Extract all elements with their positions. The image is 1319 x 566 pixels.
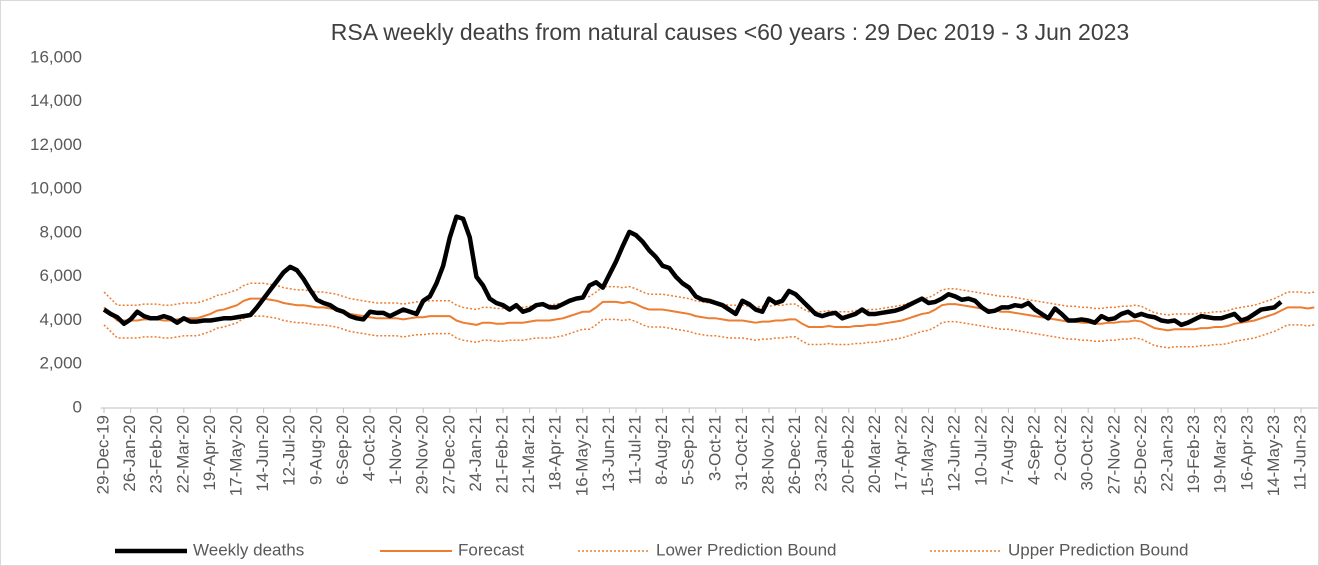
x-tick-label: 19-Feb-23 (1184, 415, 1203, 493)
y-tick-label: 8,000 (39, 222, 82, 241)
x-tick-label: 19-Mar-23 (1211, 415, 1230, 493)
x-tick-label: 23-Jan-22 (812, 415, 831, 492)
x-tick-label: 21-Feb-21 (492, 415, 511, 493)
x-tick-label: 19-Apr-20 (200, 415, 219, 491)
x-tick-label: 15-May-22 (918, 415, 937, 496)
legend-label: Lower Prediction Bound (656, 540, 837, 559)
x-tick-label: 4-Oct-20 (359, 415, 378, 481)
x-tick-label: 6-Sep-20 (333, 415, 352, 485)
y-tick-label: 14,000 (30, 91, 82, 110)
x-tick-label: 11-Jul-21 (625, 415, 644, 485)
y-tick-label: 10,000 (30, 179, 82, 198)
x-tick-label: 30-Oct-22 (1078, 415, 1097, 491)
x-tick-label: 22-Mar-20 (173, 415, 192, 493)
x-tick-label: 21-Mar-21 (519, 415, 538, 493)
x-tick-label: 9-Aug-20 (306, 415, 325, 485)
series-line (102, 214, 1283, 328)
x-tick-label: 3-Oct-21 (705, 415, 724, 481)
y-tick-label: 6,000 (39, 266, 82, 285)
x-tick-label: 24-Jan-21 (466, 415, 485, 492)
series-line (103, 315, 1315, 349)
y-tick-label: 12,000 (30, 135, 82, 154)
x-tick-label: 27-Dec-20 (439, 415, 458, 494)
x-tick-label: 29-Dec-19 (94, 415, 113, 494)
x-tick-label: 5-Sep-21 (679, 415, 698, 485)
x-tick-label: 1-Nov-20 (386, 415, 405, 485)
series-line (103, 282, 1315, 316)
y-tick-label: 0 (73, 397, 82, 416)
x-tick-label: 7-Aug-22 (998, 415, 1017, 485)
x-tick-label: 22-Jan-23 (1157, 415, 1176, 492)
y-tick-label: 2,000 (39, 354, 82, 373)
x-tick-label: 27-Nov-22 (1104, 415, 1123, 494)
x-tick-label: 16-Apr-23 (1237, 415, 1256, 491)
y-tick-label: 16,000 (30, 47, 82, 66)
legend-label: Upper Prediction Bound (1008, 540, 1189, 559)
x-tick-label: 2-Oct-22 (1051, 415, 1070, 481)
x-tick-label: 20-Feb-22 (838, 415, 857, 493)
y-tick-label: 4,000 (39, 310, 82, 329)
x-tick-label: 8-Aug-21 (652, 415, 671, 485)
x-tick-label: 14-Jun-20 (253, 415, 272, 492)
x-tick-label: 16-May-21 (572, 415, 591, 496)
x-tick-label: 17-May-20 (227, 415, 246, 496)
x-tick-label: 26-Dec-21 (785, 415, 804, 494)
x-tick-label: 20-Mar-22 (865, 415, 884, 493)
chart-title: RSA weekly deaths from natural causes <6… (331, 19, 1129, 45)
legend-label: Weekly deaths (193, 540, 304, 559)
x-tick-label: 12-Jul-20 (280, 415, 299, 486)
x-tick-label: 26-Jan-20 (120, 415, 139, 492)
x-tick-label: 31-Oct-21 (732, 415, 751, 491)
x-tick-label: 14-May-23 (1264, 415, 1283, 496)
x-tick-label: 12-Jun-22 (945, 415, 964, 492)
x-tick-label: 17-Apr-22 (891, 415, 910, 491)
x-tick-label: 18-Apr-21 (546, 415, 565, 491)
x-tick-label: 4-Sep-22 (1024, 415, 1043, 485)
x-tick-label: 29-Nov-20 (413, 415, 432, 494)
x-tick-label: 23-Feb-20 (147, 415, 166, 493)
legend-label: Forecast (458, 540, 524, 559)
series-line (103, 297, 1315, 332)
x-tick-label: 13-Jun-21 (599, 415, 618, 492)
x-tick-label: 28-Nov-21 (758, 415, 777, 494)
x-tick-label: 25-Dec-22 (1131, 415, 1150, 494)
x-tick-label: 10-Jul-22 (971, 415, 990, 486)
x-tick-label: 11-Jun-23 (1290, 415, 1309, 490)
